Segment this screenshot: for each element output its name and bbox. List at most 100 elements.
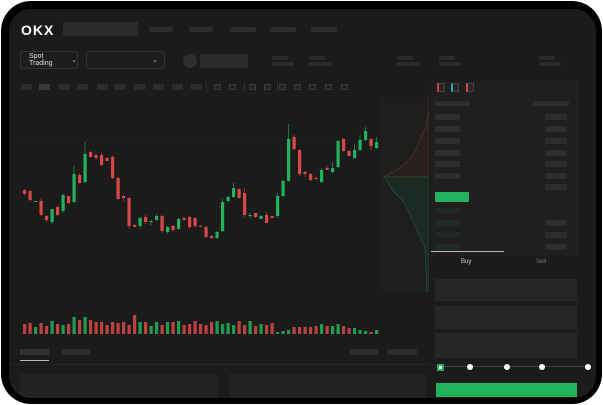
candlestick-chart[interactable] [9,89,385,334]
timeframe-button[interactable] [191,84,202,90]
orderbook-both-icon[interactable] [437,83,445,92]
timeframe-button[interactable] [77,84,88,90]
volume-bar [331,326,335,334]
orderbook-bids-icon[interactable] [451,83,459,92]
column-header [435,101,470,106]
nav-item[interactable] [189,27,213,32]
candle-body [292,137,296,149]
tab-underline [20,360,49,361]
volume-bar [105,325,109,334]
volume-bar [254,326,258,334]
search-placeholder[interactable] [63,22,138,36]
nav-item[interactable] [270,27,296,32]
slider-stop-25[interactable] [467,364,473,370]
okx-logo[interactable]: OKX [21,22,55,38]
volume-bar [259,324,263,334]
nav-item[interactable] [311,27,337,32]
nav-item[interactable] [230,27,256,32]
filter-placeholder[interactable] [387,349,417,355]
price-input[interactable] [435,279,577,301]
timeframe-button[interactable] [172,84,183,90]
chevron-down-icon: ⌄ [152,57,158,64]
slider-handle[interactable] [437,364,444,371]
amount-input[interactable] [435,306,577,329]
slider-stop-75[interactable] [539,364,545,370]
timeframe-button[interactable] [134,84,145,90]
candle-body [248,215,252,216]
drawing-tool-icon[interactable] [249,84,256,90]
volume-bar [72,317,76,334]
tab-order-history[interactable] [61,349,91,355]
candle-body [89,152,93,157]
volume-bar [61,325,65,334]
candle-body [78,175,82,183]
candle-body [100,155,104,165]
amount-slider[interactable] [441,366,589,367]
timeframe-button[interactable] [39,84,50,90]
volume-bar [23,324,27,334]
timeframe-button[interactable] [153,84,164,90]
volume-bar [287,330,291,334]
stat-placeholder [539,56,555,60]
candle-body [210,236,214,238]
timeframe-button[interactable] [21,84,32,90]
volume-bar [215,321,219,334]
bid-size [545,232,567,238]
timeframe-button[interactable] [59,84,70,90]
volume-bar [265,325,269,334]
pair-dropdown[interactable]: ⌄ [86,51,165,69]
candle-body [122,196,126,198]
candle-body [199,226,203,227]
volume-bar [28,323,32,334]
candle-body [281,181,285,196]
drawing-tool-icon[interactable] [214,84,221,90]
ask-size [545,161,567,167]
candle-body [342,139,346,151]
candle-body [375,142,379,148]
volume-bar [160,325,164,334]
volume-bar [375,330,379,334]
candle-body [309,174,313,180]
tab-open-orders[interactable] [20,349,49,355]
volume-bar [39,323,43,334]
timeframe-button[interactable] [114,84,125,90]
slider-stop-100[interactable] [585,364,591,370]
volume-bar [353,328,357,334]
drawing-tool-icon[interactable] [294,84,301,90]
filter-placeholder[interactable] [349,349,379,355]
slider-stop-50[interactable] [504,364,510,370]
candle-body [34,201,38,202]
orderbook-asks-icon[interactable] [466,83,474,92]
candle-body [23,190,27,194]
nav-item[interactable] [149,27,173,32]
last-price [435,192,469,202]
buy-button[interactable] [436,383,577,397]
market-type-dropdown[interactable]: Spot Trading ⌄ [20,51,78,69]
tab-buy[interactable]: Buy [461,259,472,265]
drawing-tool-icon[interactable] [264,84,271,90]
candle-body [353,150,357,158]
drawing-tool-icon[interactable] [341,84,348,90]
candle-body [182,218,186,220]
volume-bar [127,325,131,334]
total-input[interactable] [435,333,577,358]
volume-bar [182,325,186,334]
volume-bar [292,327,296,334]
volume-bar [166,322,170,334]
drawing-tool-icon[interactable] [325,84,332,90]
tab-sell[interactable]: Sell [536,259,547,265]
candle-body [28,191,32,200]
volume-bar [78,320,82,334]
bid-price [435,244,460,250]
drawing-tool-icon[interactable] [279,84,286,90]
volume-bar [232,325,236,334]
candle-body [127,198,131,226]
drawing-tool-icon[interactable] [229,84,236,90]
candle-body [314,178,318,179]
drawing-tool-icon[interactable] [309,84,316,90]
candle-body [39,201,43,215]
candle-body [155,216,159,220]
timeframe-button[interactable] [97,84,108,90]
candle-body [221,202,225,231]
volume-bar [111,322,115,334]
